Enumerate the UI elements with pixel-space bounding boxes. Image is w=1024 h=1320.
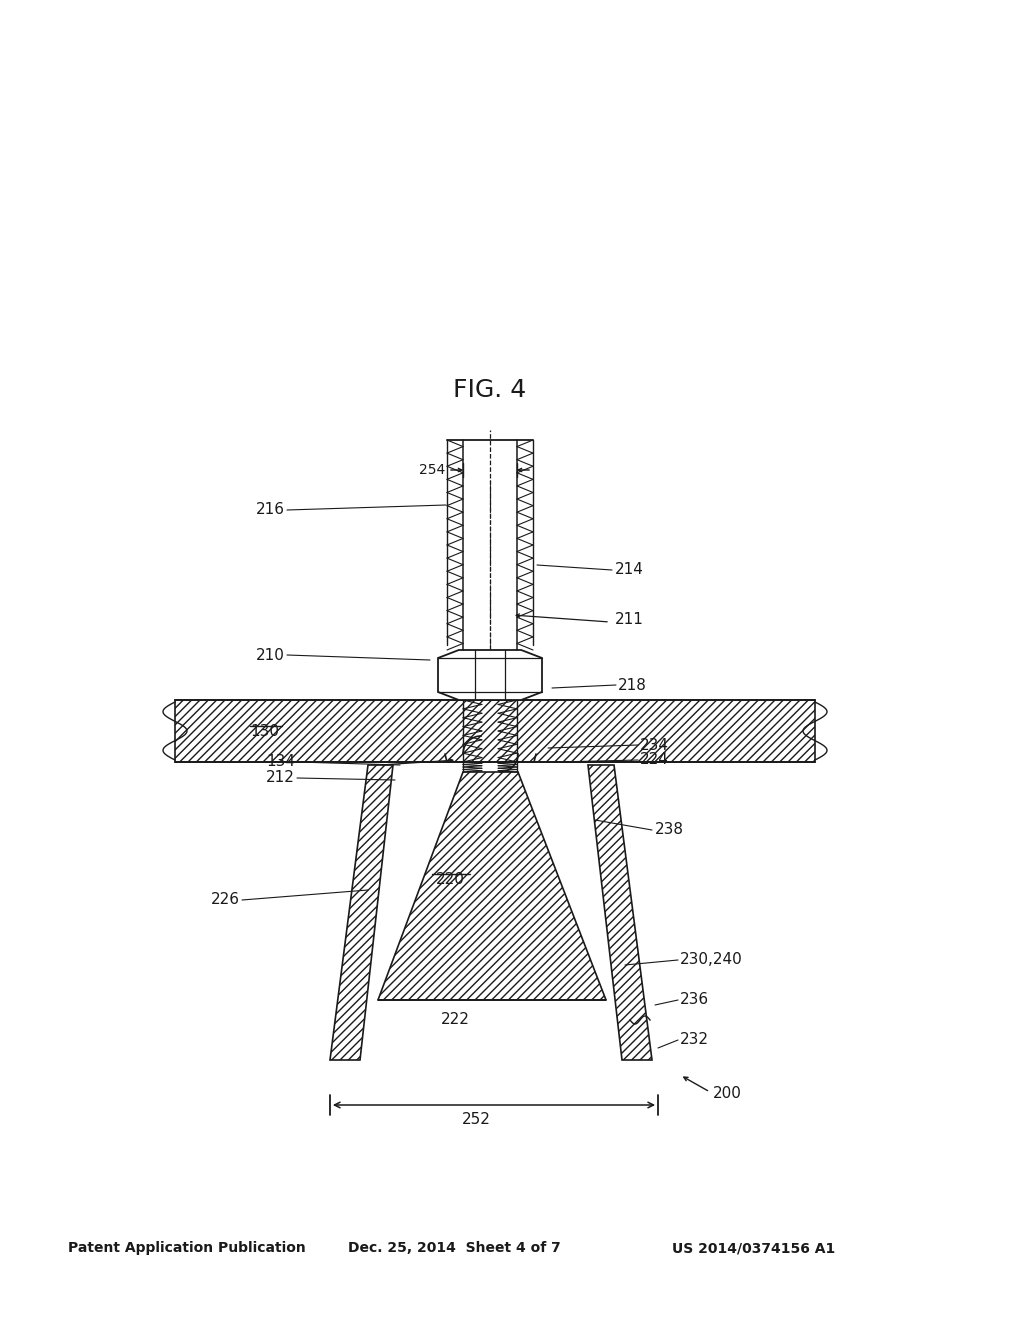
- Text: 232: 232: [680, 1032, 709, 1048]
- Text: Dec. 25, 2014  Sheet 4 of 7: Dec. 25, 2014 Sheet 4 of 7: [348, 1241, 561, 1255]
- Text: 252: 252: [462, 1111, 490, 1126]
- Text: 254: 254: [419, 463, 445, 477]
- Text: 230,240: 230,240: [680, 953, 742, 968]
- Polygon shape: [330, 766, 393, 1060]
- Polygon shape: [175, 700, 815, 762]
- Text: 210: 210: [256, 648, 285, 663]
- Polygon shape: [588, 766, 652, 1060]
- Text: 134: 134: [266, 755, 295, 770]
- Text: US 2014/0374156 A1: US 2014/0374156 A1: [672, 1241, 836, 1255]
- Polygon shape: [438, 649, 542, 700]
- Text: 222: 222: [440, 1012, 469, 1027]
- Text: 226: 226: [211, 892, 240, 908]
- Text: 130: 130: [250, 725, 279, 739]
- Text: FIG. 4: FIG. 4: [454, 378, 526, 403]
- Text: 224: 224: [640, 752, 669, 767]
- Text: 214: 214: [615, 562, 644, 578]
- Text: 236: 236: [680, 993, 710, 1007]
- Text: 220: 220: [435, 873, 465, 887]
- Text: 238: 238: [655, 822, 684, 837]
- Text: 216: 216: [256, 503, 285, 517]
- Text: 212: 212: [266, 771, 295, 785]
- Text: 234: 234: [640, 738, 669, 752]
- Text: 211: 211: [615, 612, 644, 627]
- Polygon shape: [378, 772, 606, 1001]
- Text: 200: 200: [713, 1085, 741, 1101]
- Text: Patent Application Publication: Patent Application Publication: [68, 1241, 306, 1255]
- Text: 218: 218: [618, 677, 647, 693]
